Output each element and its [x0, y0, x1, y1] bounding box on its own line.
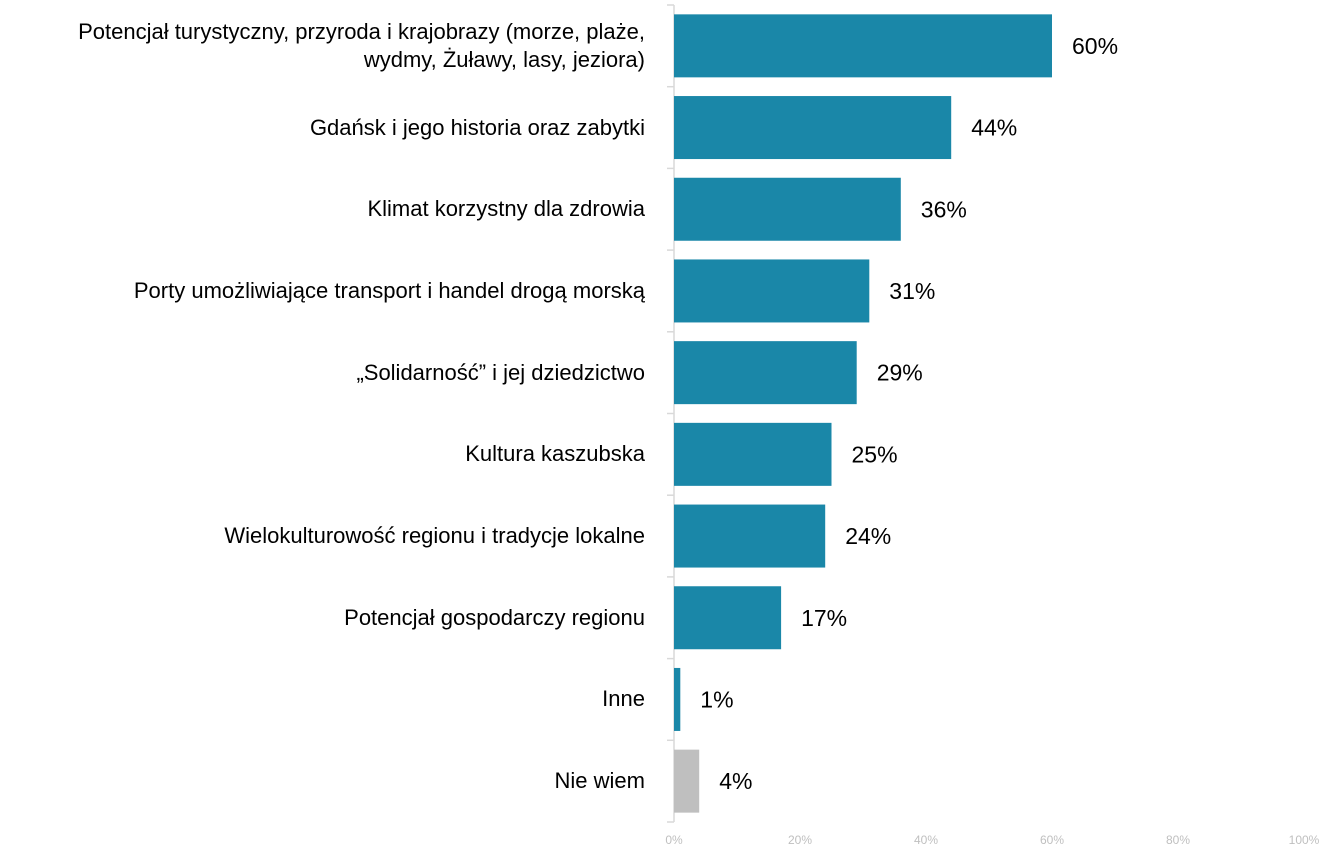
value-label: 29% [877, 360, 923, 386]
bar [674, 341, 857, 405]
x-tick-label: 100% [1289, 833, 1320, 847]
category-label: Gdańsk i jego historia oraz zabytki [309, 114, 645, 140]
value-label: 1% [700, 687, 733, 713]
category-label: „Solidarność” i jej dziedzictwo [356, 359, 645, 385]
x-tick-label: 20% [788, 833, 812, 847]
value-label: 31% [889, 278, 935, 304]
value-label: 25% [852, 441, 898, 467]
bar [674, 504, 826, 568]
category-label: Klimat korzystny dla zdrowia [367, 196, 645, 222]
value-label: 60% [1072, 33, 1118, 59]
x-tick-label: 0% [665, 833, 683, 847]
category-label: Nie wiem [554, 768, 645, 794]
bar [674, 14, 1052, 78]
value-label: 24% [845, 523, 891, 549]
bar [674, 586, 782, 650]
category-label: Potencjał turystyczny, przyroda i krajob… [78, 18, 645, 72]
value-label: 17% [801, 605, 847, 631]
value-label: 44% [971, 115, 1017, 141]
category-label: Wielokulturowość regionu i tradycje loka… [224, 523, 645, 549]
bar [674, 259, 870, 323]
category-label: Potencjał gospodarczy regionu [344, 604, 645, 630]
category-label: Porty umożliwiające transport i handel d… [133, 277, 645, 303]
bar [674, 177, 901, 241]
x-tick-label: 40% [914, 833, 938, 847]
value-label: 36% [921, 196, 967, 222]
x-tick-label: 80% [1166, 833, 1190, 847]
bar [674, 749, 700, 813]
category-label: Kultura kaszubska [465, 441, 645, 467]
bar [674, 422, 832, 486]
bar [674, 96, 952, 160]
value-label: 4% [719, 768, 752, 794]
x-tick-label: 60% [1040, 833, 1064, 847]
bar [674, 667, 681, 731]
category-label: Inne [602, 686, 645, 712]
